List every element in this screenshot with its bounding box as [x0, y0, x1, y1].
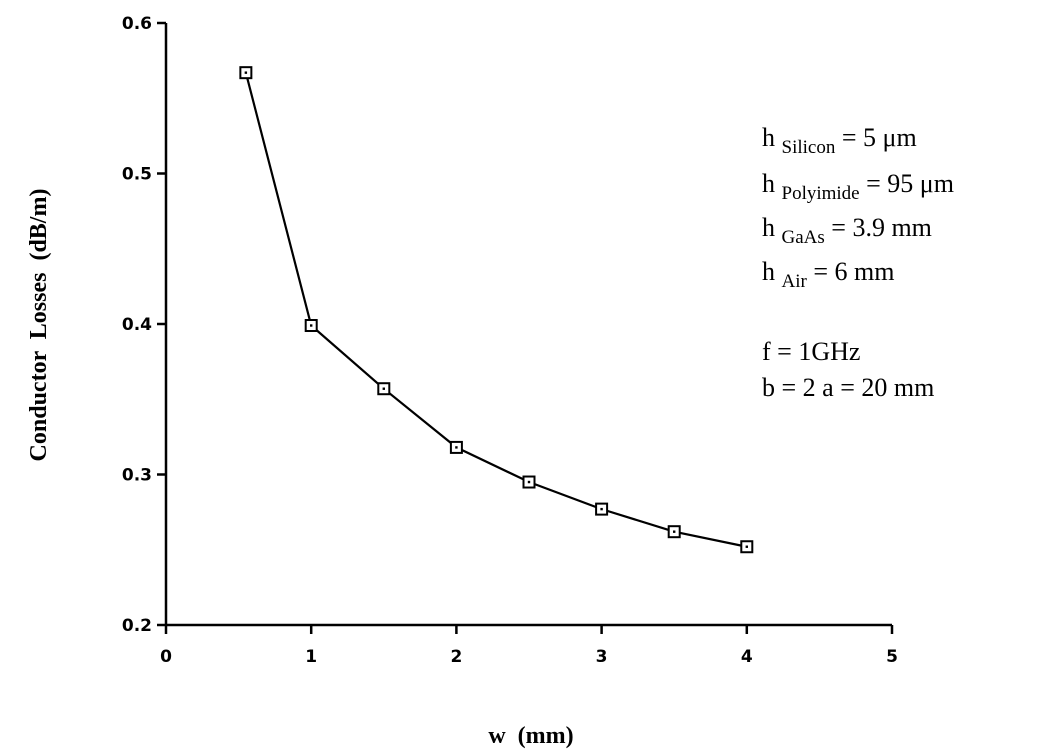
param-frequency: f = 1GHz — [762, 337, 860, 366]
param-polyimide: h Polyimide = 95 μm — [762, 169, 954, 204]
data-point — [595, 502, 609, 516]
y-tick-label: 0.5 — [122, 165, 152, 185]
param-gaas: h GaAs = 3.9 mm — [762, 213, 932, 248]
y-ticks: 0.2 0.3 0.4 0.5 0.6 — [122, 14, 166, 636]
x-tick-label: 0 — [160, 647, 172, 667]
data-point — [667, 525, 681, 539]
y-tick-label: 0.6 — [122, 14, 152, 34]
data-point — [522, 475, 536, 489]
data-point — [304, 319, 318, 333]
data-point — [239, 66, 253, 80]
y-tick-label: 0.2 — [122, 616, 152, 636]
x-tick-label: 3 — [596, 647, 608, 667]
series-line — [244, 72, 748, 548]
param-dimensions: b = 2 a = 20 mm — [762, 373, 934, 402]
data-point — [449, 440, 463, 454]
y-tick-label: 0.4 — [122, 315, 152, 335]
y-tick-label: 0.3 — [122, 466, 152, 486]
data-point — [377, 382, 391, 396]
x-tick-label: 4 — [741, 647, 753, 667]
y-axis-title: Conductor Losses (dB/m) — [26, 189, 52, 462]
data-point — [740, 540, 754, 554]
x-tick-label: 1 — [305, 647, 317, 667]
x-ticks: 0 1 2 3 4 5 — [160, 625, 898, 667]
series — [239, 66, 754, 554]
x-tick-label: 5 — [886, 647, 898, 667]
param-silicon: h Silicon = 5 μm — [762, 123, 917, 158]
x-axis-title: w (mm) — [488, 723, 573, 749]
parameter-annotations: h Silicon = 5 μm h Polyimide = 95 μm h G… — [762, 123, 954, 402]
x-tick-label: 2 — [450, 647, 462, 667]
param-air: h Air = 6 mm — [762, 257, 894, 292]
